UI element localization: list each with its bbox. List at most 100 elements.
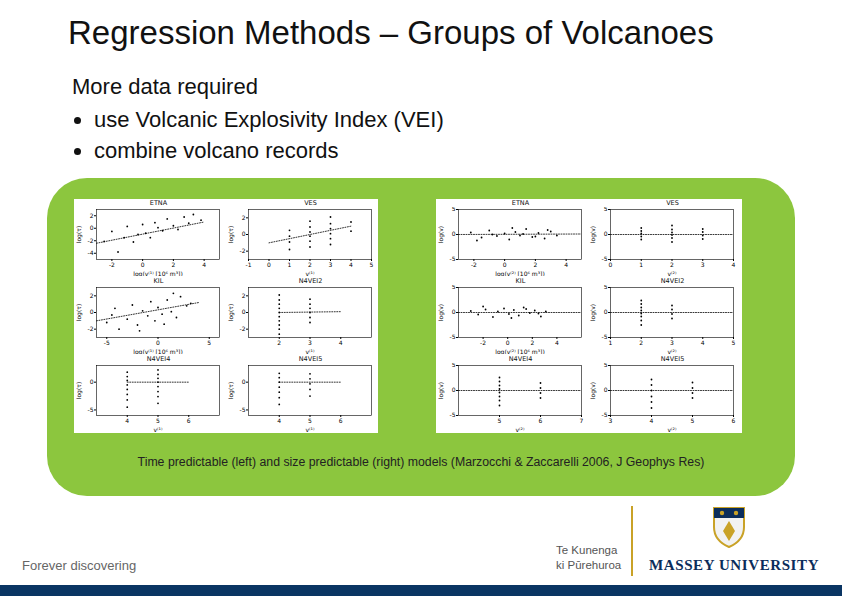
svg-text:3: 3 <box>329 261 333 268</box>
svg-text:-2: -2 <box>471 261 477 268</box>
svg-text:2: 2 <box>670 261 674 268</box>
svg-text:0: 0 <box>267 261 271 268</box>
svg-text:2: 2 <box>277 339 281 346</box>
svg-text:3: 3 <box>670 339 674 346</box>
svg-text:-5: -5 <box>450 333 456 340</box>
svg-text:log(v): log(v) <box>589 226 597 243</box>
svg-text:-2: -2 <box>240 247 246 254</box>
svg-text:5: 5 <box>452 285 456 290</box>
svg-text:-5: -5 <box>602 411 608 418</box>
svg-text:0: 0 <box>604 386 608 393</box>
svg-text:1: 1 <box>639 261 643 268</box>
svg-text:log(v⁽²⁾ [10⁶ m³]): log(v⁽²⁾ [10⁶ m³]) <box>495 270 545 277</box>
svg-text:2: 2 <box>530 339 534 346</box>
svg-text:5: 5 <box>452 363 456 368</box>
svg-text:6: 6 <box>539 417 543 424</box>
svg-text:0: 0 <box>452 386 456 393</box>
svg-text:3: 3 <box>701 261 705 268</box>
svg-text:4: 4 <box>125 417 129 424</box>
svg-text:log(v⁽¹⁾ [10⁶ m³]): log(v⁽¹⁾ [10⁶ m³]) <box>133 348 183 355</box>
svg-text:log(τ): log(τ) <box>75 226 83 243</box>
svg-text:v⁽²⁾: v⁽²⁾ <box>668 270 677 277</box>
svg-text:-2: -2 <box>480 339 486 346</box>
svg-text:7: 7 <box>580 417 584 424</box>
svg-text:log(τ): log(τ) <box>227 226 235 243</box>
svg-text:log(v): log(v) <box>437 226 445 243</box>
svg-text:2: 2 <box>90 212 94 219</box>
svg-text:v⁽¹⁾: v⁽¹⁾ <box>306 270 315 277</box>
svg-text:5: 5 <box>370 261 374 268</box>
svg-text:v⁽¹⁾: v⁽¹⁾ <box>154 426 163 433</box>
svg-text:3: 3 <box>609 417 613 424</box>
svg-text:2: 2 <box>90 292 94 299</box>
svg-text:6: 6 <box>187 417 191 424</box>
svg-text:5: 5 <box>604 285 608 290</box>
svg-text:2: 2 <box>308 261 312 268</box>
svg-text:5: 5 <box>308 417 312 424</box>
svg-text:0: 0 <box>503 261 507 268</box>
svg-text:0: 0 <box>242 308 246 315</box>
svg-text:4: 4 <box>202 261 206 268</box>
svg-text:1: 1 <box>609 339 613 346</box>
svg-text:0: 0 <box>604 308 608 315</box>
svg-text:log(v): log(v) <box>437 304 445 321</box>
svg-text:4: 4 <box>701 339 705 346</box>
svg-text:v⁽²⁾: v⁽²⁾ <box>668 348 677 355</box>
svg-text:4: 4 <box>339 339 343 346</box>
svg-text:0: 0 <box>90 224 94 231</box>
svg-text:v⁽²⁾: v⁽²⁾ <box>516 426 525 433</box>
svg-text:6: 6 <box>339 417 343 424</box>
svg-text:2: 2 <box>242 214 246 221</box>
svg-text:4: 4 <box>650 417 654 424</box>
svg-text:0: 0 <box>604 230 608 237</box>
svg-text:5: 5 <box>604 207 608 212</box>
svg-text:4: 4 <box>277 417 281 424</box>
svg-text:0: 0 <box>506 339 510 346</box>
svg-text:4: 4 <box>555 339 559 346</box>
svg-text:-5: -5 <box>602 255 608 262</box>
svg-text:log(τ): log(τ) <box>227 382 235 399</box>
svg-text:5: 5 <box>498 417 502 424</box>
svg-text:6: 6 <box>732 417 736 424</box>
svg-text:4: 4 <box>564 261 568 268</box>
svg-text:log(v⁽¹⁾ [10⁶ m³]): log(v⁽¹⁾ [10⁶ m³]) <box>133 270 183 277</box>
svg-text:5: 5 <box>452 207 456 212</box>
svg-text:log(v⁽²⁾ [10⁶ m³]): log(v⁽²⁾ [10⁶ m³]) <box>495 348 545 355</box>
svg-text:0: 0 <box>242 378 246 385</box>
svg-text:v⁽²⁾: v⁽²⁾ <box>668 426 677 433</box>
svg-text:log(v): log(v) <box>437 382 445 399</box>
svg-text:log(τ): log(τ) <box>75 382 83 399</box>
svg-text:0: 0 <box>156 339 160 346</box>
svg-text:-2: -2 <box>240 325 246 332</box>
svg-text:v⁽¹⁾: v⁽¹⁾ <box>306 348 315 355</box>
svg-text:2: 2 <box>171 261 175 268</box>
svg-text:-2: -2 <box>88 237 94 244</box>
svg-text:0: 0 <box>90 378 94 385</box>
svg-text:-5: -5 <box>240 406 246 413</box>
svg-text:-2: -2 <box>88 325 94 332</box>
svg-text:log(τ): log(τ) <box>75 304 83 321</box>
svg-text:2: 2 <box>639 339 643 346</box>
svg-text:5: 5 <box>156 417 160 424</box>
svg-text:2: 2 <box>533 261 537 268</box>
svg-text:-5: -5 <box>450 255 456 262</box>
svg-text:5: 5 <box>732 339 736 346</box>
svg-text:0: 0 <box>609 261 613 268</box>
svg-text:-5: -5 <box>104 339 110 346</box>
svg-text:-4: -4 <box>88 249 94 256</box>
svg-text:5: 5 <box>604 363 608 368</box>
svg-text:log(v): log(v) <box>589 382 597 399</box>
svg-text:log(τ): log(τ) <box>227 304 235 321</box>
svg-text:0: 0 <box>452 230 456 237</box>
svg-text:4: 4 <box>349 261 353 268</box>
svg-text:3: 3 <box>308 339 312 346</box>
svg-text:0: 0 <box>452 308 456 315</box>
svg-text:0: 0 <box>90 308 94 315</box>
svg-text:-1: -1 <box>246 261 252 268</box>
svg-text:5: 5 <box>691 417 695 424</box>
svg-text:2: 2 <box>242 292 246 299</box>
svg-text:log(v): log(v) <box>589 304 597 321</box>
svg-text:4: 4 <box>732 261 736 268</box>
svg-text:-5: -5 <box>450 411 456 418</box>
svg-text:0: 0 <box>141 261 145 268</box>
